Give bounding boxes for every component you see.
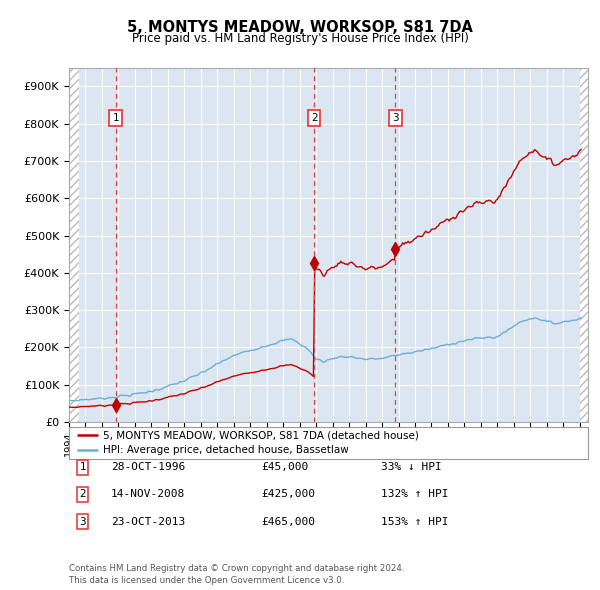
Text: 14-NOV-2008: 14-NOV-2008 xyxy=(111,490,185,499)
Text: 153% ↑ HPI: 153% ↑ HPI xyxy=(381,517,449,526)
Text: 33% ↓ HPI: 33% ↓ HPI xyxy=(381,463,442,472)
Text: £425,000: £425,000 xyxy=(261,490,315,499)
Text: 3: 3 xyxy=(392,113,399,123)
Text: 5, MONTYS MEADOW, WORKSOP, S81 7DA: 5, MONTYS MEADOW, WORKSOP, S81 7DA xyxy=(127,20,473,35)
Text: 1: 1 xyxy=(79,463,86,472)
Text: 1: 1 xyxy=(112,113,119,123)
Bar xyxy=(580,68,590,422)
Text: 23-OCT-2013: 23-OCT-2013 xyxy=(111,517,185,526)
Text: 132% ↑ HPI: 132% ↑ HPI xyxy=(381,490,449,499)
Text: £45,000: £45,000 xyxy=(261,463,308,472)
Bar xyxy=(69,68,79,422)
Text: Price paid vs. HM Land Registry's House Price Index (HPI): Price paid vs. HM Land Registry's House … xyxy=(131,32,469,45)
Text: 2: 2 xyxy=(79,490,86,499)
Text: 5, MONTYS MEADOW, WORKSOP, S81 7DA (detached house): 5, MONTYS MEADOW, WORKSOP, S81 7DA (deta… xyxy=(103,430,419,440)
Text: HPI: Average price, detached house, Bassetlaw: HPI: Average price, detached house, Bass… xyxy=(103,445,349,455)
Text: Contains HM Land Registry data © Crown copyright and database right 2024.
This d: Contains HM Land Registry data © Crown c… xyxy=(69,565,404,585)
Text: 28-OCT-1996: 28-OCT-1996 xyxy=(111,463,185,472)
Text: 3: 3 xyxy=(79,517,86,526)
Text: 2: 2 xyxy=(311,113,317,123)
Text: £465,000: £465,000 xyxy=(261,517,315,526)
